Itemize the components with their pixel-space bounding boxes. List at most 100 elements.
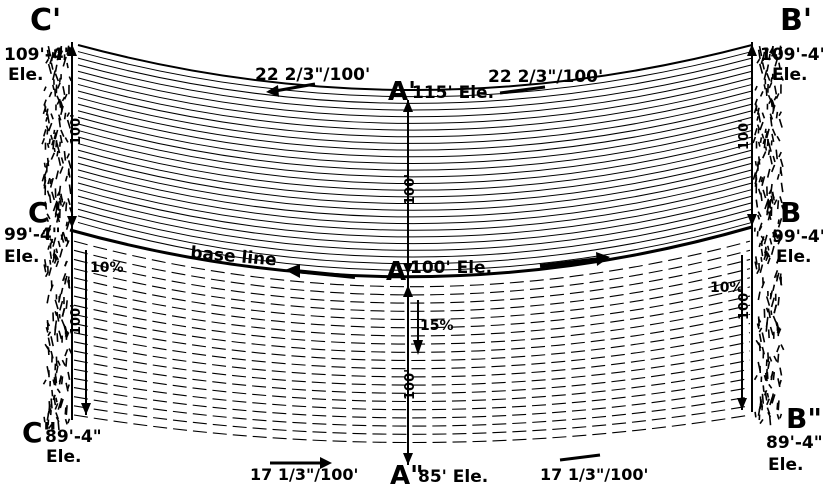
hatch-stroke: [759, 243, 760, 247]
hatch-stroke: [771, 196, 773, 204]
slope-left: 10%: [90, 260, 124, 276]
hatch-stroke: [769, 384, 772, 388]
hatch-stroke: [761, 249, 762, 256]
hatch-stroke: [57, 389, 60, 393]
hatch-stroke: [49, 401, 50, 410]
hatch-stroke: [763, 385, 764, 391]
hatch-stroke: [51, 399, 52, 409]
elev-b-bot: 89'-4": [766, 433, 823, 453]
hatch-stroke: [57, 312, 59, 321]
hatch-stroke: [60, 167, 63, 174]
hatch-stroke: [755, 412, 756, 417]
hatch-stroke: [770, 156, 772, 165]
hatch-stroke: [773, 372, 774, 380]
elev-a-top: 115' Ele.: [412, 83, 494, 103]
point-c-top: C': [30, 3, 61, 38]
dim-center-upper: 100': [403, 174, 418, 205]
hatch-stroke: [757, 269, 759, 273]
hatch-stroke: [772, 165, 775, 172]
hatch-stroke: [762, 394, 763, 404]
hatch-stroke: [50, 260, 51, 265]
hatch-stroke: [54, 130, 55, 134]
hatch-stroke: [759, 156, 760, 164]
hatch-stroke: [777, 136, 780, 141]
hatch-stroke: [757, 116, 758, 120]
hatch-stroke: [59, 314, 60, 318]
hatch-stroke: [755, 86, 757, 90]
hatch-stroke: [773, 285, 774, 291]
hatch-stroke: [58, 83, 60, 89]
hatch-stroke: [69, 185, 70, 194]
elev-c-bot-ele: Ele.: [46, 447, 81, 467]
hatch-stroke: [777, 403, 778, 410]
hatch-stroke: [759, 142, 760, 147]
hatch-stroke: [772, 298, 775, 307]
hatch-stroke: [769, 150, 770, 155]
elev-a-mid: 100' Ele.: [410, 258, 492, 278]
hatch-stroke: [768, 258, 770, 264]
hatch-stroke: [55, 213, 56, 218]
hatch-stroke: [64, 151, 65, 161]
hatch-stroke: [44, 380, 47, 384]
hatch-stroke: [66, 383, 68, 392]
hatch-stroke: [66, 202, 67, 211]
elev-c-top: 109'-4": [4, 45, 72, 65]
grade-bottom-left: 17 1/3"/100': [250, 465, 358, 484]
hatch-stroke: [778, 378, 780, 387]
hatch-stroke: [48, 246, 49, 250]
hatch-stroke: [65, 349, 68, 356]
hatch-stroke: [68, 198, 70, 205]
elev-c-mid: 99'-4": [4, 225, 61, 245]
dim-left-upper: 100': [69, 114, 84, 145]
hatch-stroke: [49, 123, 52, 131]
hatch-stroke: [69, 170, 70, 177]
hatch-stroke: [62, 376, 63, 384]
dim-left-lower: 100': [69, 304, 84, 335]
hatch-stroke: [770, 416, 771, 425]
hatch-stroke: [762, 332, 764, 342]
hatch-stroke: [59, 294, 61, 303]
hatch-stroke: [51, 135, 52, 140]
hatch-stroke: [67, 154, 69, 159]
hatch-stroke: [68, 372, 69, 380]
hatch-stroke: [44, 100, 46, 106]
point-b-top: B': [780, 3, 812, 38]
hatch-stroke: [55, 311, 57, 316]
hatch-stroke: [55, 300, 58, 309]
hatch-stroke: [764, 84, 765, 89]
hatch-stroke: [773, 129, 776, 136]
hatch-stroke: [768, 309, 770, 318]
hatch-stroke: [760, 396, 761, 405]
dim-right-lower: 100': [737, 289, 752, 320]
hatch-stroke: [776, 150, 777, 160]
hatch-stroke: [56, 249, 57, 254]
hatch-stroke: [761, 91, 763, 96]
elev-b-top: 109'-4": [760, 45, 823, 65]
hatch-stroke: [760, 64, 763, 74]
hatch-stroke: [777, 273, 779, 282]
point-b-mid: B: [780, 196, 801, 229]
dashed-contour-line: [74, 296, 750, 336]
hatch-stroke: [753, 137, 755, 143]
hatch-stroke: [63, 86, 65, 95]
hatch-stroke: [758, 215, 760, 219]
hatch-stroke: [59, 331, 61, 339]
bottom-grade-arrow-right: [560, 455, 600, 460]
hatch-stroke: [56, 366, 57, 374]
hatch-stroke: [771, 184, 772, 194]
hatch-stroke: [57, 151, 58, 156]
hatch-stroke: [52, 192, 54, 200]
hatch-stroke: [773, 156, 775, 162]
hatch-stroke: [776, 112, 777, 119]
dim-center-lower: 100': [403, 369, 418, 400]
hatch-stroke: [47, 320, 48, 330]
hatch-stroke: [758, 292, 760, 300]
hatch-stroke: [61, 130, 64, 137]
hatch-stroke: [62, 157, 64, 163]
hatch-stroke: [66, 176, 68, 181]
hatch-stroke: [66, 222, 67, 227]
hatch-stroke: [769, 95, 771, 100]
point-a-mid: A: [386, 257, 406, 287]
